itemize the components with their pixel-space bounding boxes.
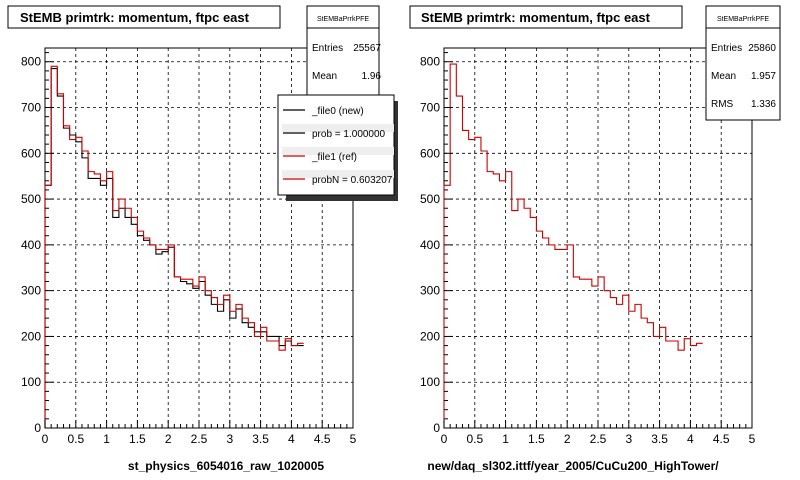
y-tick-label: 400: [21, 238, 41, 252]
stats-entries-value-left: 25567: [353, 43, 381, 54]
stats-entries-label-left: Entries: [312, 43, 343, 54]
y-tick-label: 600: [21, 146, 41, 160]
stats-rms-label-right: RMS: [711, 99, 734, 110]
legend-band-left: [282, 147, 394, 155]
x-tick-label: 1: [103, 432, 110, 446]
x-tick-label: 4: [288, 432, 295, 446]
x-tick-label: 0: [42, 432, 49, 446]
stats-box-left: [306, 5, 380, 97]
y-tick-label: 500: [21, 192, 41, 206]
x-tick-label: 1.5: [129, 432, 146, 446]
x-tick-label: 0.5: [466, 432, 483, 446]
axis-ticks-left: 0 0.5 1 1.5 2 2.5 3 3.5 4 4.5 5 0 100 200 300 400 500 600…: [21, 52, 357, 446]
stats-mean-label-left: Mean: [312, 71, 337, 82]
legend-box-left: [277, 94, 395, 196]
y-tick-label: 700: [420, 101, 440, 115]
y-tick-label: 400: [420, 238, 440, 252]
legend-band-left: [282, 170, 394, 178]
y-tick-label: 200: [21, 329, 41, 343]
stats-mean-label-right: Mean: [711, 71, 736, 82]
chart-title-left: StEMB primtrk: momentum, ftpc east: [20, 10, 250, 25]
y-tick-label: 800: [21, 55, 41, 69]
y-tick-label: 800: [420, 55, 440, 69]
legend-band-left: [282, 124, 394, 132]
x-tick-label: 3: [226, 432, 233, 446]
stats-name-left: StEMBaPrrkPFE: [317, 16, 369, 23]
x-tick-label: 5: [350, 432, 357, 446]
stats-entries-value-right: 25860: [748, 43, 776, 54]
stats-box-right: [705, 5, 781, 121]
x-tick-label: 3: [625, 432, 632, 446]
y-tick-label: 200: [420, 329, 440, 343]
x-tick-label: 4.5: [713, 432, 730, 446]
legend-label-probn: probN = 0.603207: [312, 175, 393, 186]
stats-name-right: StEMBaPrrkPFE: [717, 16, 769, 23]
histogram-right: [443, 63, 703, 428]
y-tick-label: 100: [420, 375, 440, 389]
legend-label-prob: prob = 1.000000: [312, 129, 386, 140]
x-tick-label: 1.5: [528, 432, 545, 446]
y-tick-label: 100: [21, 375, 41, 389]
x-tick-label: 0: [441, 432, 448, 446]
axis-ticks-right: 0 0.5 1 1.5 2 2.5 3 3.5 4 4.5 5 0 100 200 300 400 500 600…: [420, 52, 756, 446]
chart-title-right: StEMB primtrk: momentum, ftpc east: [421, 10, 651, 25]
histogram-left: [44, 65, 304, 428]
legend-label-file0: _file0 (new): [311, 106, 364, 117]
x-tick-label: 2.5: [191, 432, 208, 446]
panel-left: 0 0.5 1 1.5 2 2.5 3 3.5 4 4.5 5 0 100 200 300 400 500 600…: [7, 5, 398, 473]
x-tick-label: 0.5: [67, 432, 84, 446]
y-tick-label: 0: [34, 421, 41, 435]
y-tick-label: 0: [433, 421, 440, 435]
y-tick-label: 500: [420, 192, 440, 206]
y-tick-label: 600: [420, 146, 440, 160]
x-tick-label: 2: [165, 432, 172, 446]
x-tick-label: 2: [564, 432, 571, 446]
x-tick-label: 4.5: [314, 432, 331, 446]
x-tick-label: 3.5: [252, 432, 269, 446]
x-tick-label: 2.5: [590, 432, 607, 446]
x-tick-label: 1: [502, 432, 509, 446]
stats-entries-label-right: Entries: [711, 43, 742, 54]
y-tick-label: 700: [21, 101, 41, 115]
panel-right: 0 0.5 1 1.5 2 2.5 3 3.5 4 4.5 5 0 100 200 300 400 500 600…: [409, 5, 781, 473]
histogram-series-secondary: [44, 65, 304, 428]
title-box-right: [409, 5, 683, 29]
title-box-left: [7, 5, 281, 29]
x-tick-label: 5: [749, 432, 756, 446]
x-tick-label: 3.5: [651, 432, 668, 446]
stats-rms-value-right: 1.336: [751, 99, 776, 110]
histogram-series-primary: [443, 63, 703, 428]
x-axis-label-left: st_physics_6054016_raw_1020005: [128, 459, 324, 473]
y-tick-label: 300: [21, 284, 41, 298]
legend-label-file1: _file1 (ref): [311, 152, 357, 163]
plot-frame-right: [443, 47, 753, 429]
x-tick-label: 4: [687, 432, 694, 446]
x-axis-label-right: new/daq_sl302.ittf/year_2005/CuCu200_Hig…: [427, 459, 719, 473]
stats-mean-value-right: 1.957: [751, 71, 776, 82]
y-tick-label: 300: [420, 284, 440, 298]
legend-left: _file0 (new) prob = 1.000000 _file1 (ref…: [277, 94, 398, 201]
stats-mean-value-left: 1.96: [362, 71, 382, 82]
